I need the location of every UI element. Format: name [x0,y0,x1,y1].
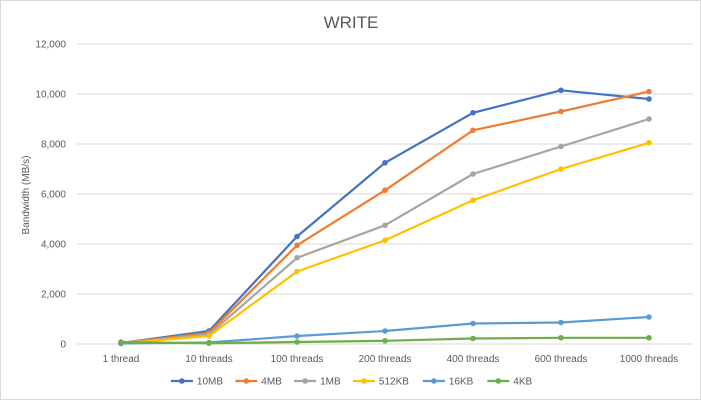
y-tick-label: 0 [60,340,66,351]
legend-marker [302,378,308,384]
x-tick-label: 200 threads [359,354,412,365]
x-tick-label: 600 threads [535,354,588,365]
data-point [558,166,564,172]
data-point [646,314,652,320]
data-point [558,143,564,150]
x-axis-ticks: 1 thread 10 threads 100 threads 200 threads… [103,354,679,365]
data-point [470,335,476,342]
legend-item: 512KB [352,377,409,388]
data-point [382,187,388,194]
data-point [294,233,300,240]
data-point [382,159,388,166]
data-point [382,237,388,244]
legend-item: 1MB [294,377,341,388]
y-tick-label: 12,000 [35,40,66,51]
x-tick-label: 1 thread [103,354,140,365]
data-point [646,334,652,341]
series-line [120,89,650,345]
data-point [206,340,212,347]
data-point [470,171,476,177]
data-point [294,339,300,345]
data-point [206,333,212,339]
legend-marker [361,378,367,384]
data-point [558,334,564,341]
data-point [558,108,564,115]
series-line [120,117,650,345]
data-point [646,139,652,146]
y-tick-label: 8,000 [41,140,66,151]
data-point [470,197,476,204]
y-tick-label: 6,000 [41,190,66,201]
data-point [294,254,300,261]
legend-marker [179,378,185,384]
y-axis-title: Bandwidth (MB/s) [21,156,32,235]
x-tick-label: 10 threads [185,354,232,365]
data-point [118,339,124,345]
data-point [382,337,388,344]
data-point [294,268,300,275]
series-4mb [118,88,652,346]
legend-label: 16KB [449,377,474,388]
data-point [470,320,476,327]
series-line [120,141,650,345]
y-axis-ticks: 0 2,000 4,000 6,000 8,000 10,000 12,000 [35,40,66,351]
data-point [470,109,476,116]
data-point [294,333,300,339]
y-tick-label: 4,000 [41,240,66,251]
legend-label: 4MB [261,377,282,388]
series-line [120,90,650,345]
legend-item: 4MB [235,377,282,388]
data-point [294,242,300,249]
legend: 10MB 4MB 1MB 512KB 16KB 4KB [170,377,533,388]
legend-marker [243,378,250,384]
data-point [646,116,652,122]
legend-label: 4KB [513,377,532,388]
legend-item: 10MB [170,377,223,388]
x-tick-label: 100 threads [271,354,324,365]
data-point [470,127,476,134]
legend-marker [495,378,502,384]
legend-label: 10MB [197,377,223,388]
data-point [382,222,388,229]
legend-label: 1MB [320,377,341,388]
series-512kb [118,139,652,347]
series-lines [118,87,652,347]
x-tick-label: 1000 threads [620,354,678,365]
data-point [646,88,652,95]
data-point [382,328,388,334]
legend-item: 16KB [422,377,474,388]
series-1mb [118,116,652,347]
series-4kb [118,334,652,347]
x-tick-label: 400 threads [447,354,500,365]
y-tick-label: 10,000 [35,90,66,101]
y-tick-label: 2,000 [41,290,66,301]
data-point [558,319,564,326]
data-point [646,96,652,102]
gridlines [77,43,693,345]
legend-marker [431,378,437,384]
data-point [558,87,564,94]
legend-item: 4KB [487,377,533,388]
series-10mb [118,87,652,346]
chart-title: WRITE [324,13,379,32]
legend-label: 512KB [379,377,409,388]
